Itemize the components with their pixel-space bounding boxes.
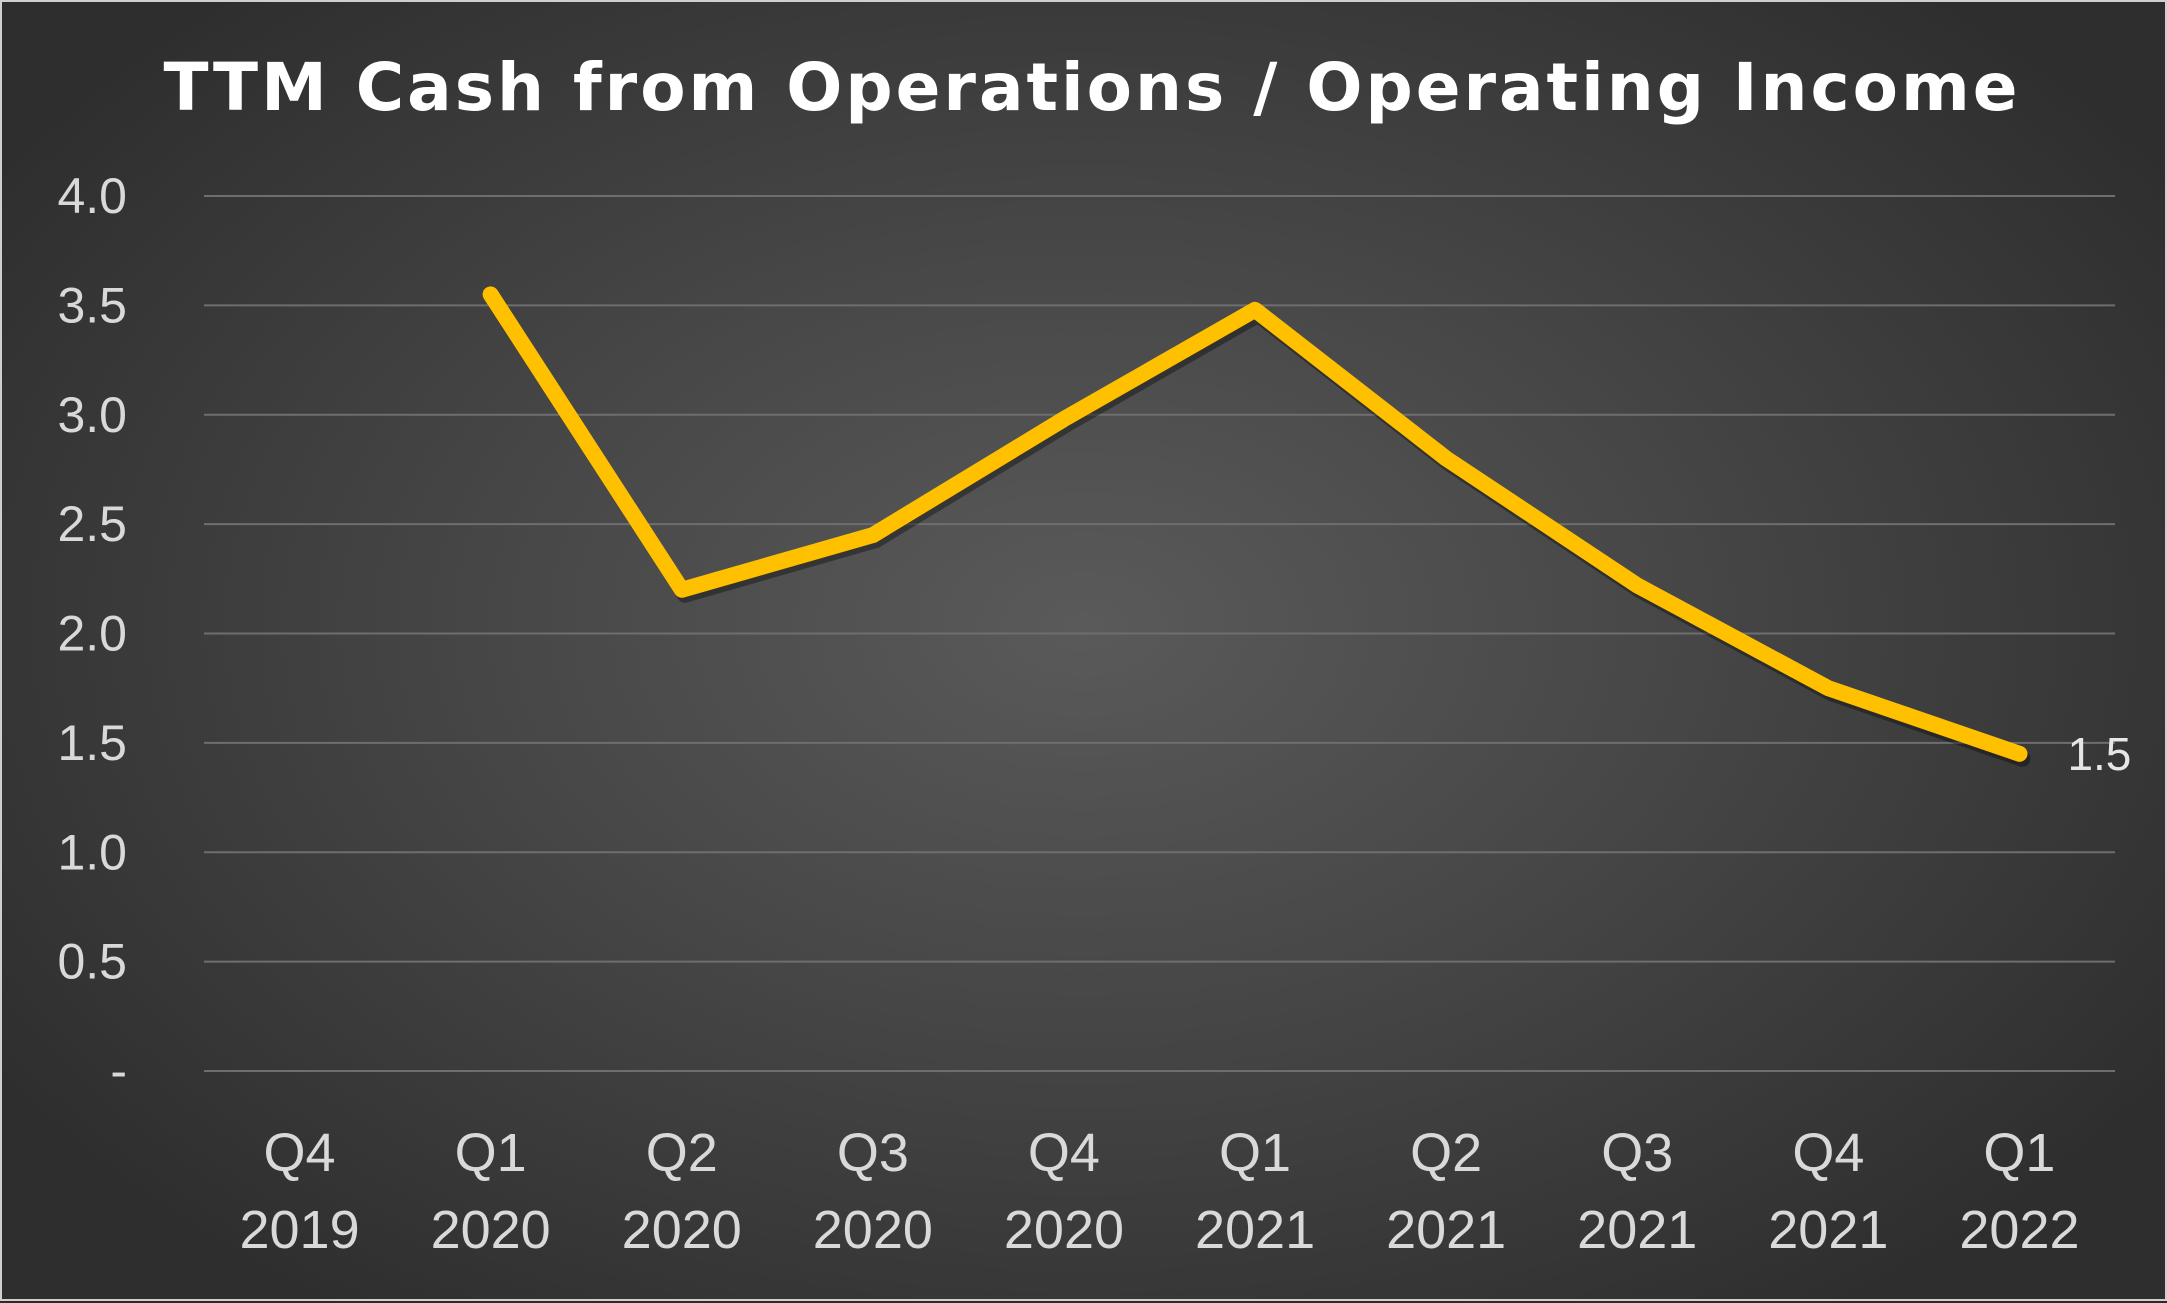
series-point xyxy=(483,287,498,302)
series-point xyxy=(1630,578,1645,593)
series-point xyxy=(1821,681,1836,696)
x-tick-year: 2021 xyxy=(1195,1200,1315,1260)
series-point xyxy=(1056,412,1071,427)
x-tick-label: Q1 2020 xyxy=(431,1123,551,1260)
x-tick-label: Q1 2022 xyxy=(1959,1123,2079,1260)
y-tick-label: 2.0 xyxy=(57,606,127,662)
x-tick-quarter: Q1 xyxy=(1983,1123,2055,1183)
x-tick-year: 2020 xyxy=(431,1200,551,1260)
x-tick-label: Q4 2019 xyxy=(239,1123,359,1260)
y-tick-label: 3.0 xyxy=(57,387,127,443)
series-point xyxy=(2012,746,2027,761)
x-tick-label: Q3 2020 xyxy=(813,1123,933,1260)
x-tick-label: Q4 2020 xyxy=(1004,1123,1124,1260)
y-tick-label: - xyxy=(110,1043,127,1099)
y-tick-label: 3.5 xyxy=(57,277,127,333)
x-tick-label: Q1 2021 xyxy=(1195,1123,1315,1260)
series-point xyxy=(1248,302,1263,317)
x-tick-year: 2021 xyxy=(1386,1200,1506,1260)
x-tick-year: 2020 xyxy=(813,1200,933,1260)
x-tick-quarter: Q2 xyxy=(1410,1123,1482,1183)
series-point xyxy=(865,528,880,543)
data-label: 1.5 xyxy=(2067,728,2131,780)
x-tick-quarter: Q4 xyxy=(1792,1123,1864,1183)
x-tick-year: 2020 xyxy=(622,1200,742,1260)
y-tick-label: 0.5 xyxy=(57,934,127,990)
series-point xyxy=(1439,451,1454,466)
x-axis-ticks: Q4 2019 Q1 2020 Q2 2020 Q3 2020 Q4 2020 Q1 2021 Q2 20… xyxy=(239,1123,2079,1260)
x-tick-label: Q2 2020 xyxy=(622,1123,742,1260)
y-tick-label: 1.5 xyxy=(57,715,127,771)
x-tick-quarter: Q2 xyxy=(646,1123,718,1183)
x-tick-quarter: Q3 xyxy=(837,1123,909,1183)
x-tick-quarter: Q4 xyxy=(1028,1123,1100,1183)
x-tick-quarter: Q4 xyxy=(264,1123,336,1183)
x-tick-quarter: Q1 xyxy=(1219,1123,1291,1183)
x-tick-year: 2020 xyxy=(1004,1200,1124,1260)
series-line-shadow xyxy=(485,291,2031,767)
data-labels: 1.5 xyxy=(2067,728,2131,780)
y-tick-label: 1.0 xyxy=(57,824,127,880)
x-tick-quarter: Q3 xyxy=(1601,1123,1673,1183)
x-tick-year: 2022 xyxy=(1959,1200,2079,1260)
x-tick-label: Q4 2021 xyxy=(1768,1123,1888,1260)
x-tick-quarter: Q1 xyxy=(455,1123,527,1183)
x-tick-year: 2021 xyxy=(1577,1200,1697,1260)
series-point xyxy=(674,582,689,597)
x-tick-year: 2019 xyxy=(239,1200,359,1260)
x-tick-label: Q3 2021 xyxy=(1577,1123,1697,1260)
series-layer xyxy=(482,286,2031,767)
chart-title: TTM Cash from Operations / Operating Inc… xyxy=(164,49,2021,126)
y-tick-label: 2.5 xyxy=(57,496,127,552)
x-tick-label: Q2 2021 xyxy=(1386,1123,1506,1260)
y-axis-ticks: - 0.5 1.0 1.5 2.0 2.5 3.0 3.5 4.0 xyxy=(57,168,127,1099)
y-tick-label: 4.0 xyxy=(57,168,127,224)
gridlines xyxy=(204,195,2115,1072)
x-tick-year: 2021 xyxy=(1768,1200,1888,1260)
